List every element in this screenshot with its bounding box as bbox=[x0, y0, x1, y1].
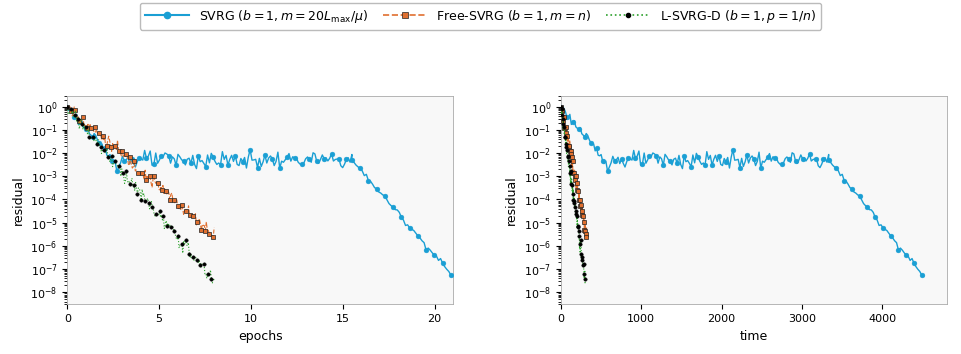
Legend: SVRG ($b = 1, m = 20L_{\max}/\mu$), Free-SVRG ($b = 1, m = n$), L-SVRG-D ($b = 1: SVRG ($b = 1, m = 20L_{\max}/\mu$), Free… bbox=[140, 3, 821, 30]
X-axis label: time: time bbox=[740, 330, 768, 343]
Y-axis label: residual: residual bbox=[12, 175, 25, 225]
X-axis label: epochs: epochs bbox=[237, 330, 283, 343]
Y-axis label: residual: residual bbox=[505, 175, 518, 225]
